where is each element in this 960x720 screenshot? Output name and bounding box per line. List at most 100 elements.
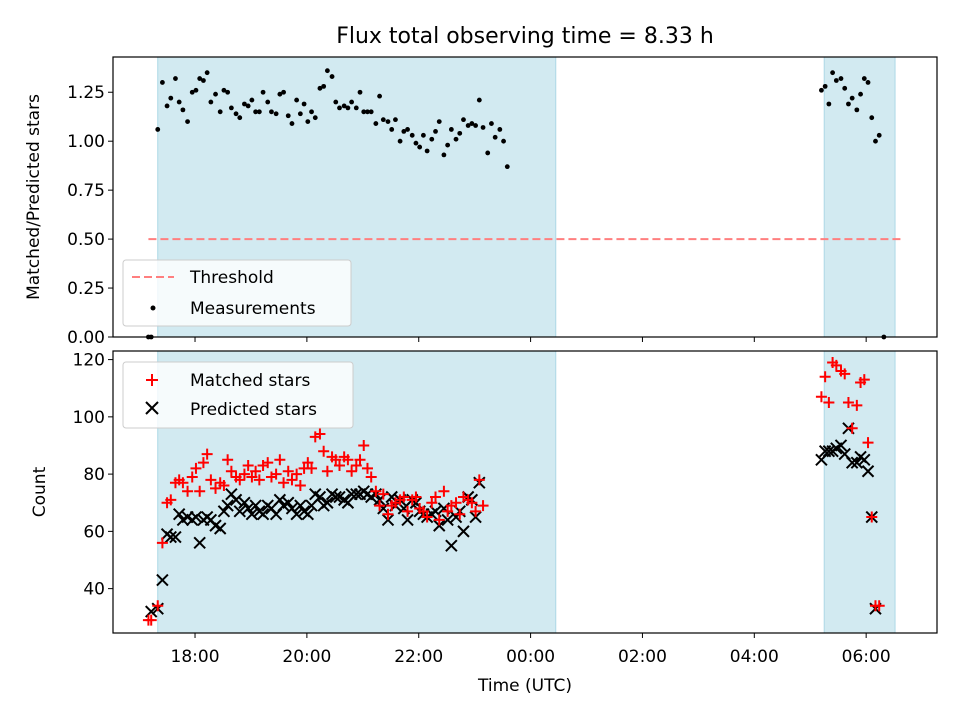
measurement-point: [457, 130, 463, 136]
measurement-point: [448, 127, 454, 132]
matched-star-point: [846, 422, 858, 434]
x-axis-label: Time (UTC): [477, 676, 572, 696]
measurement-point: [173, 76, 178, 81]
measurement-point: [413, 140, 419, 146]
predicted-star-point: [164, 530, 177, 544]
legend-matched-label: Matched stars: [190, 371, 310, 391]
matched-star-point: [270, 468, 282, 480]
matched-star-point: [246, 471, 258, 483]
matched-star-point: [346, 465, 358, 477]
matched-star-point: [250, 465, 262, 477]
measurement-point: [368, 109, 374, 115]
matched-star-point: [370, 485, 382, 497]
measurement-point: [260, 89, 266, 95]
measurement-point: [213, 91, 218, 97]
measurement-point: [465, 123, 471, 128]
measurement-point: [337, 105, 342, 111]
measurement-point: [277, 91, 283, 97]
legend-measurement-swatch: [150, 305, 156, 311]
measurement-point: [876, 132, 882, 138]
matched-star-point: [823, 397, 835, 409]
predicted-star-point: [213, 522, 227, 535]
matched-star-point: [815, 391, 827, 403]
matched-star-point: [866, 511, 878, 523]
measurement-point: [273, 111, 279, 117]
predicted-star-point: [401, 513, 414, 527]
measurement-point: [353, 105, 359, 111]
measurement-point: [869, 115, 875, 121]
x-tick-label: 04:00: [730, 647, 779, 667]
x-tick-label: 02:00: [618, 647, 667, 667]
predicted-star-point: [845, 456, 859, 469]
matched-star-point: [197, 457, 209, 469]
matched-star-point: [477, 500, 489, 512]
matched-star-point: [450, 497, 462, 509]
measurement-point: [265, 99, 271, 105]
predicted-star-point: [217, 505, 231, 518]
predicted-star-point: [861, 465, 875, 478]
measurement-point: [281, 89, 286, 95]
measurement-point: [838, 76, 844, 81]
measurement-point: [873, 138, 878, 144]
matched-star-point: [190, 462, 202, 474]
measurement-point: [317, 85, 323, 91]
measurement-point: [397, 138, 403, 144]
matched-star-point: [466, 497, 478, 509]
count-axes-frame: [112, 350, 938, 634]
ratio-y-label: Matched/Predicted stars: [24, 94, 44, 300]
count-y-label: Count: [30, 466, 50, 517]
predicted-star-point: [221, 499, 234, 512]
measurement-point: [405, 127, 410, 132]
legend-measurements-label: Measurements: [190, 299, 316, 319]
matched-star-point: [302, 457, 314, 469]
x-tick-label: 18:00: [171, 647, 220, 667]
legend-threshold-label: Threshold: [189, 268, 274, 288]
matched-star-point: [873, 600, 885, 612]
y-tick-label: 0.50: [67, 230, 105, 250]
predicted-star-point: [834, 439, 848, 452]
measurement-point: [297, 111, 303, 117]
measurement-point: [424, 148, 430, 154]
ratio-axes-frame: [112, 56, 938, 338]
measurement-point: [822, 83, 828, 89]
measurement-point: [854, 107, 860, 113]
measurement-point: [301, 101, 307, 107]
measurement-point: [492, 134, 498, 140]
predicted-star-point: [441, 513, 454, 527]
matched-star-point: [306, 462, 318, 474]
count-panel: 40 60 80 100 120 18:00 20:00 22:00 00:00 02:00 04…: [30, 350, 938, 696]
measurement-point: [441, 152, 447, 158]
measurement-point: [193, 87, 199, 93]
matched-star-point: [382, 508, 394, 520]
predicted-star-point: [301, 507, 315, 521]
matched-star-point: [152, 600, 164, 612]
measurement-point: [269, 109, 274, 115]
measurement-point: [417, 144, 423, 150]
measurement-point: [242, 101, 247, 107]
count-x-ticks: 18:00 20:00 22:00 00:00 02:00 04:00 06:00: [171, 633, 891, 667]
y-tick-label: 1.00: [67, 132, 105, 152]
predicted-star-point: [329, 490, 342, 504]
y-tick-label: 80: [83, 465, 105, 485]
measurement-point: [185, 119, 190, 125]
predicted-star-point: [245, 507, 259, 521]
count-y-ticks: 40 60 80 100 120: [73, 351, 113, 600]
x-tick-label: 06:00: [842, 647, 891, 667]
measurement-point: [221, 87, 227, 93]
matched-star-point: [165, 494, 177, 506]
measurement-point: [504, 164, 510, 170]
measurement-point: [225, 89, 231, 95]
measurement-point: [436, 119, 442, 125]
predicted-star-point: [238, 496, 251, 509]
matched-star-point: [182, 485, 194, 497]
matched-star-point: [318, 445, 330, 457]
measurement-point: [285, 113, 291, 119]
predicted-star-point: [469, 510, 482, 524]
predicted-star-point: [256, 507, 270, 521]
count-legend: Matched stars Predicted stars: [122, 361, 354, 429]
measurement-point: [445, 142, 451, 148]
matched-star-point: [222, 454, 234, 466]
ratio-x-ticks: [194, 337, 867, 342]
measurement-point: [420, 132, 426, 138]
predicted-star-point: [169, 530, 182, 544]
